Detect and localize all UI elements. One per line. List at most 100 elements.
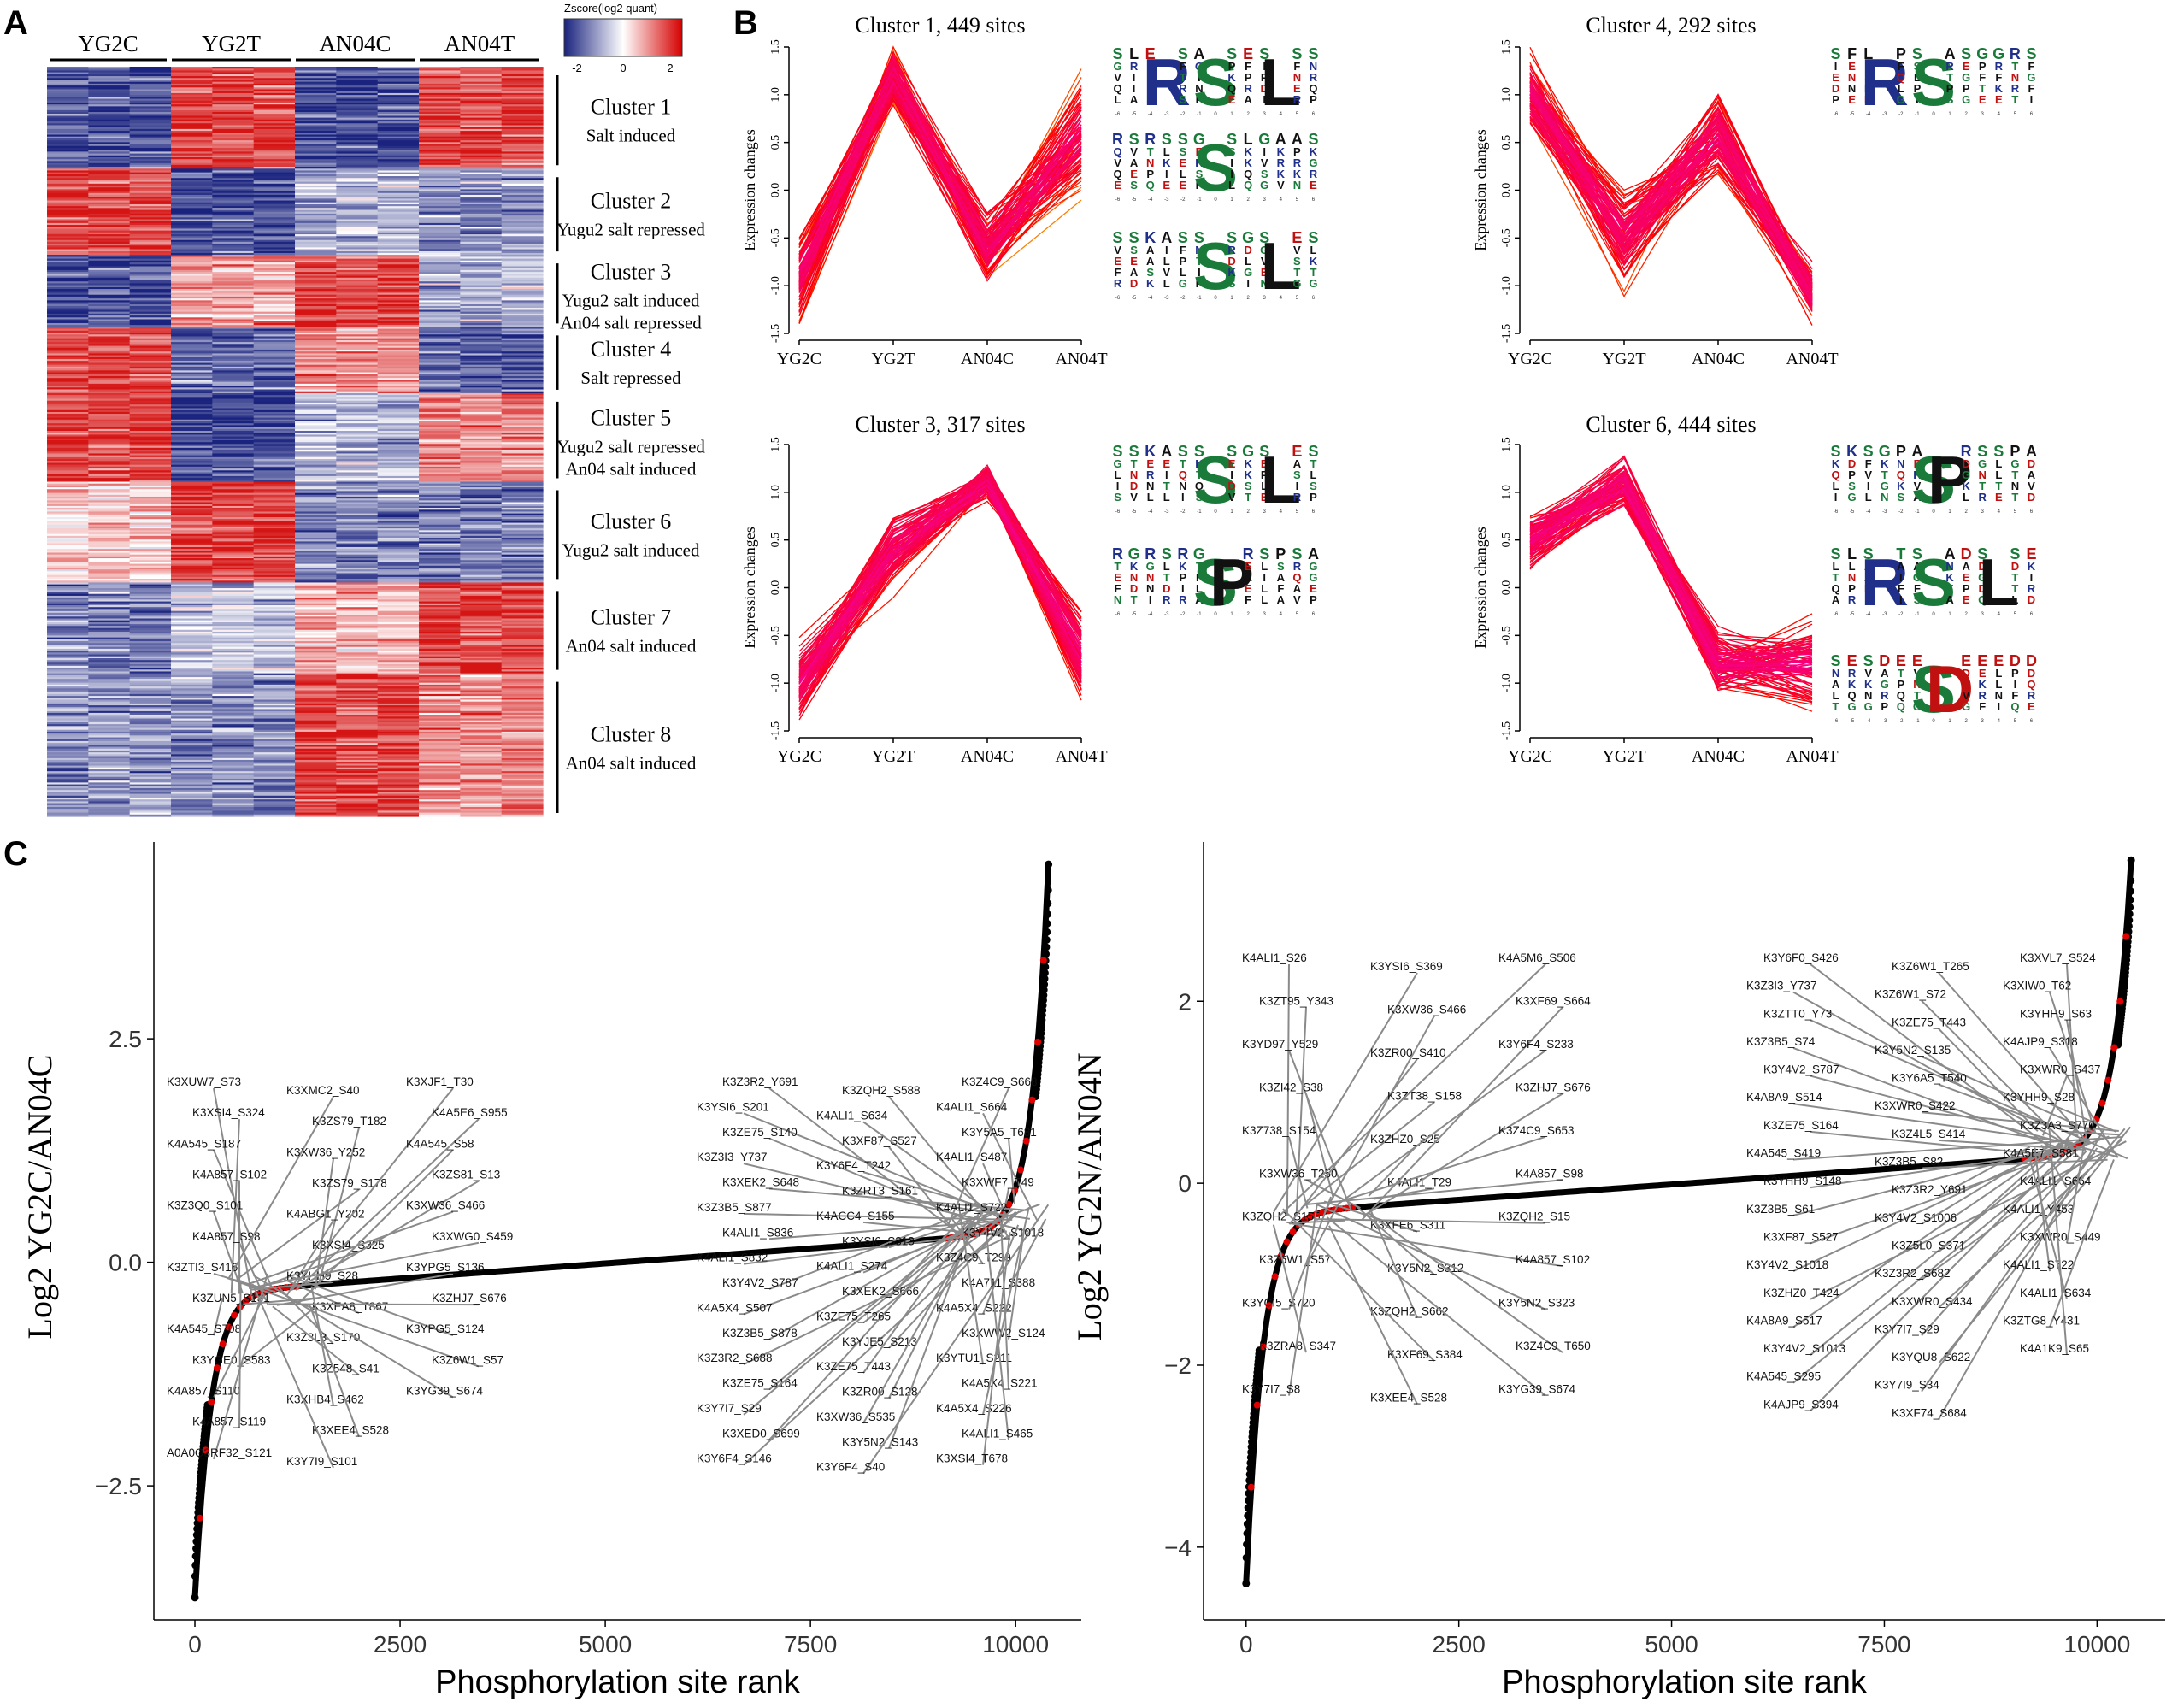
heatmap-cell bbox=[460, 95, 503, 97]
heatmap-cell bbox=[129, 366, 172, 369]
heatmap-cell bbox=[336, 624, 379, 627]
heatmap-cell bbox=[460, 762, 503, 764]
heatmap-cell bbox=[171, 729, 213, 733]
heatmap-cell bbox=[295, 580, 337, 584]
heatmap-cell bbox=[501, 268, 544, 271]
heatmap-cell bbox=[336, 657, 379, 661]
heatmap-cell bbox=[377, 786, 420, 789]
heatmap-cell bbox=[377, 411, 420, 415]
heatmap-cell bbox=[171, 191, 213, 194]
heatmap-cell bbox=[419, 260, 461, 263]
heatmap-cell bbox=[501, 637, 544, 640]
heatmap-cell bbox=[377, 535, 420, 539]
heatmap-cell bbox=[88, 663, 131, 667]
heatmap-cell bbox=[460, 627, 503, 631]
heatmap-cell bbox=[88, 511, 131, 515]
heatmap-cell bbox=[377, 244, 420, 246]
heatmap-cell bbox=[47, 646, 89, 650]
heatmap-cell bbox=[377, 121, 420, 124]
heatmap-cell bbox=[501, 398, 544, 402]
heatmap-cell bbox=[336, 98, 379, 102]
heatmap-cell bbox=[501, 91, 544, 94]
heatmap-cell bbox=[377, 733, 420, 736]
heatmap-cell bbox=[129, 489, 172, 492]
chart-title: Cluster 1, 449 sites bbox=[855, 13, 1025, 38]
logo-residue: T bbox=[1180, 71, 1186, 84]
heatmap-cell bbox=[253, 727, 296, 731]
heatmap-cell bbox=[295, 247, 337, 250]
cluster-name: Cluster 1 bbox=[591, 95, 672, 120]
heatmap-cell bbox=[171, 187, 213, 190]
heatmap-cell bbox=[336, 436, 379, 439]
heatmap-cell bbox=[501, 236, 544, 239]
heatmap-cell bbox=[171, 411, 213, 415]
heatmap-cell bbox=[377, 674, 420, 678]
heatmap-cell bbox=[129, 485, 172, 488]
heatmap-cell bbox=[336, 498, 379, 501]
heatmap-cell bbox=[295, 595, 337, 598]
heatmap-cell bbox=[295, 663, 337, 667]
heatmap-cell bbox=[171, 431, 213, 433]
heatmap-cell bbox=[171, 474, 213, 477]
heatmap-cell bbox=[501, 215, 544, 218]
heatmap-cell bbox=[253, 665, 296, 668]
heatmap-cell bbox=[501, 806, 544, 810]
heatmap-cell bbox=[47, 436, 89, 439]
heatmap-cell bbox=[88, 528, 131, 531]
heatmap-cell bbox=[377, 552, 420, 556]
heatmap-cell bbox=[212, 252, 255, 256]
heatmap-cell bbox=[460, 466, 503, 469]
heatmap-cell bbox=[501, 567, 544, 570]
heatmap-cell bbox=[253, 174, 296, 177]
heatmap-cell bbox=[419, 737, 461, 740]
heatmap-cell bbox=[377, 328, 420, 332]
heatmap-cell bbox=[295, 724, 337, 727]
heatmap-cell bbox=[171, 673, 213, 676]
heatmap-cell bbox=[295, 733, 337, 736]
heatmap-cell bbox=[501, 584, 544, 587]
heatmap-cell bbox=[377, 428, 420, 432]
heatmap-cell bbox=[419, 247, 461, 250]
heatmap-cell bbox=[129, 748, 172, 751]
heatmap-cell bbox=[377, 692, 420, 695]
heatmap-cell bbox=[377, 607, 420, 610]
heatmap-cell bbox=[253, 244, 296, 246]
heatmap-cell bbox=[47, 269, 89, 273]
heatmap-cell bbox=[129, 202, 172, 205]
heatmap-cell bbox=[377, 546, 420, 550]
heatmap-cell bbox=[47, 778, 89, 781]
heatmap-cell bbox=[419, 232, 461, 235]
heatmap-cell bbox=[88, 104, 131, 107]
heatmap-cell bbox=[460, 539, 503, 542]
y-tick-label: 0.0 bbox=[769, 183, 782, 198]
heatmap-cell bbox=[501, 102, 544, 105]
heatmap-cell bbox=[171, 804, 213, 808]
heatmap-cell bbox=[501, 191, 544, 194]
heatmap-cell bbox=[88, 219, 131, 222]
heatmap-cell bbox=[295, 598, 337, 600]
heatmap-cell bbox=[377, 616, 420, 620]
heatmap-cell bbox=[377, 579, 420, 581]
heatmap-cell bbox=[295, 530, 337, 533]
heatmap-cell bbox=[129, 752, 172, 755]
heatmap-cell bbox=[253, 701, 296, 704]
heatmap-cell bbox=[212, 496, 255, 499]
heatmap-cell bbox=[171, 487, 213, 490]
heatmap-cell bbox=[253, 627, 296, 631]
heatmap-cell bbox=[295, 330, 337, 333]
heatmap-cell bbox=[171, 109, 213, 113]
heatmap-cell bbox=[419, 576, 461, 580]
heatmap-cell bbox=[295, 669, 337, 673]
heatmap-cell bbox=[460, 311, 503, 315]
heatmap-cell bbox=[377, 419, 420, 422]
heatmap-cell bbox=[501, 294, 544, 297]
heatmap-cell bbox=[295, 325, 337, 327]
heatmap-cell bbox=[460, 291, 503, 294]
heatmap-cell bbox=[377, 513, 420, 516]
heatmap-cell bbox=[171, 703, 213, 706]
heatmap-cell bbox=[460, 292, 503, 296]
heatmap-cell bbox=[501, 404, 544, 407]
logo-residue: I bbox=[1133, 82, 1136, 95]
heatmap-cell bbox=[253, 549, 296, 551]
heatmap-cell bbox=[47, 397, 89, 400]
